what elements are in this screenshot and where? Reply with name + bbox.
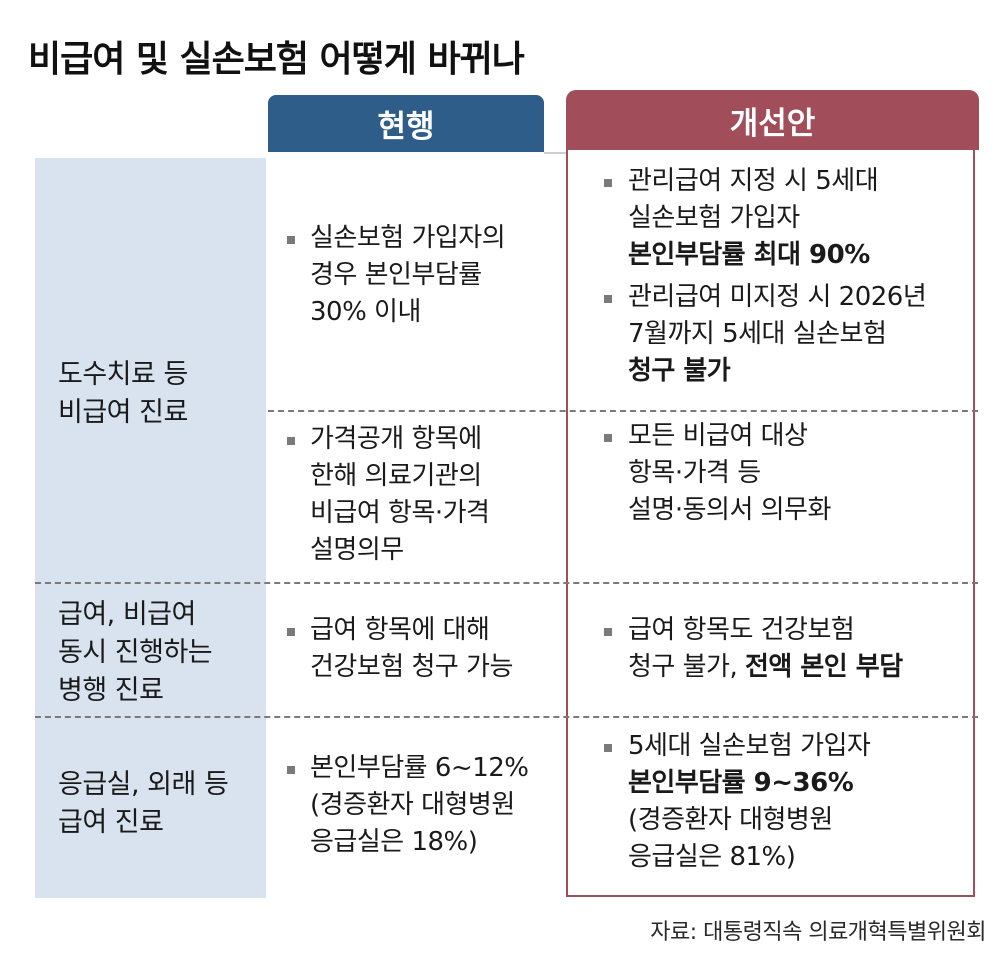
item-line: 모든 비급여 대상 [628, 421, 808, 451]
bullet-icon [604, 434, 612, 442]
bullet-icon [287, 236, 295, 244]
row-label-line: 응급실, 외래 등 [58, 769, 229, 800]
improved-item-1a: 관리급여 지정 시 5세대 실손보험 가입자 본인부담률 최대 90% [628, 163, 879, 274]
bullet-icon [287, 437, 295, 445]
improved-item-3: 5세대 실손보험 가입자 본인부담률 9~36% (경증환자 대형병원 응급실은… [628, 728, 871, 876]
item-line: 본인부담률 6~12% [310, 753, 529, 783]
item-line: 한해 의료기관의 [310, 461, 482, 491]
item-line: 관리급여 지정 시 5세대 [628, 166, 879, 196]
row-label-line: 병행 진료 [58, 675, 164, 706]
divider-row2 [35, 716, 978, 718]
item-line: 항목·가격 등 [628, 458, 761, 488]
divider-row1-sub [268, 410, 978, 412]
bullet-icon [604, 628, 612, 636]
bullet-icon [604, 179, 612, 187]
item-line: 급여 항목에 대해 [310, 615, 490, 645]
current-item-3: 본인부담률 6~12% (경증환자 대형병원 응급실은 18%) [310, 750, 529, 861]
item-line: 응급실은 81%) [628, 842, 796, 872]
item-line: 7월까지 5세대 실손보험 [628, 319, 887, 349]
row-label-2: 급여, 비급여 동시 진행하는 병행 진료 [58, 596, 213, 710]
improved-item-1c: 모든 비급여 대상 항목·가격 등 설명·동의서 의무화 [628, 418, 831, 529]
item-line: (경증환자 대형병원 [628, 805, 833, 835]
row-label-line: 급여, 비급여 [58, 599, 196, 630]
item-line: (경증환자 대형병원 [310, 790, 515, 820]
row-label-line: 비급여 진료 [58, 397, 188, 428]
item-line: 건강보험 청구 가능 [310, 652, 513, 682]
item-line: 경우 본인부담률 [310, 260, 482, 290]
divider-row1 [35, 582, 978, 584]
item-text: 청구 불가, [628, 652, 745, 682]
row-label-3: 응급실, 외래 등 급여 진료 [58, 766, 229, 842]
header-divider [544, 152, 566, 154]
item-line: 설명의무 [310, 535, 404, 565]
item-line: 관리급여 미지정 시 2026년 [628, 282, 927, 312]
item-line: 급여 항목도 건강보험 [628, 615, 855, 645]
bullet-icon [604, 295, 612, 303]
item-line: 실손보험 가입자의 [310, 223, 506, 253]
bullet-icon [287, 766, 295, 774]
current-item-1b: 가격공개 항목에 한해 의료기관의 비급여 항목·가격 설명의무 [310, 421, 490, 569]
item-line: 비급여 항목·가격 [310, 498, 490, 528]
header-improved: 개선안 [566, 90, 979, 150]
item-text-bold: 전액 본인 부담 [744, 652, 903, 682]
bullet-icon [287, 628, 295, 636]
header-improved-label: 개선안 [729, 105, 816, 142]
item-line: 가격공개 항목에 [310, 424, 482, 454]
header-current-label: 현행 [377, 109, 435, 145]
current-item-1a: 실손보험 가입자의 경우 본인부담률 30% 이내 [310, 220, 506, 331]
item-line: 30% 이내 [310, 297, 421, 327]
row-label-column [35, 158, 266, 898]
improved-column-frame [566, 148, 975, 897]
item-line-bold: 본인부담률 최대 90% [628, 240, 870, 270]
item-line: 청구 불가, 전액 본인 부담 [628, 649, 903, 686]
row-label-line: 동시 진행하는 [58, 637, 213, 668]
header-current: 현행 [268, 95, 544, 152]
source-note: 자료: 대통령직속 의료개혁특별위원회 [650, 920, 986, 945]
item-line: 응급실은 18%) [310, 827, 478, 857]
improved-item-2: 급여 항목도 건강보험 청구 불가, 전액 본인 부담 [628, 612, 903, 686]
improved-item-1b: 관리급여 미지정 시 2026년 7월까지 5세대 실손보험 청구 불가 [628, 279, 927, 390]
item-line-bold: 본인부담률 9~36% [628, 768, 854, 798]
item-line: 설명·동의서 의무화 [628, 495, 831, 525]
row-label-line: 도수치료 등 [58, 359, 188, 390]
row-label-1: 도수치료 등 비급여 진료 [58, 356, 188, 432]
current-item-2: 급여 항목에 대해 건강보험 청구 가능 [310, 612, 513, 686]
item-line-bold: 청구 불가 [628, 356, 731, 386]
row-label-line: 급여 진료 [58, 807, 164, 838]
item-line: 실손보험 가입자 [628, 203, 800, 233]
page-title: 비급여 및 실손보험 어떻게 바뀌나 [28, 39, 525, 80]
item-line: 5세대 실손보험 가입자 [628, 731, 871, 761]
bullet-icon [604, 744, 612, 752]
